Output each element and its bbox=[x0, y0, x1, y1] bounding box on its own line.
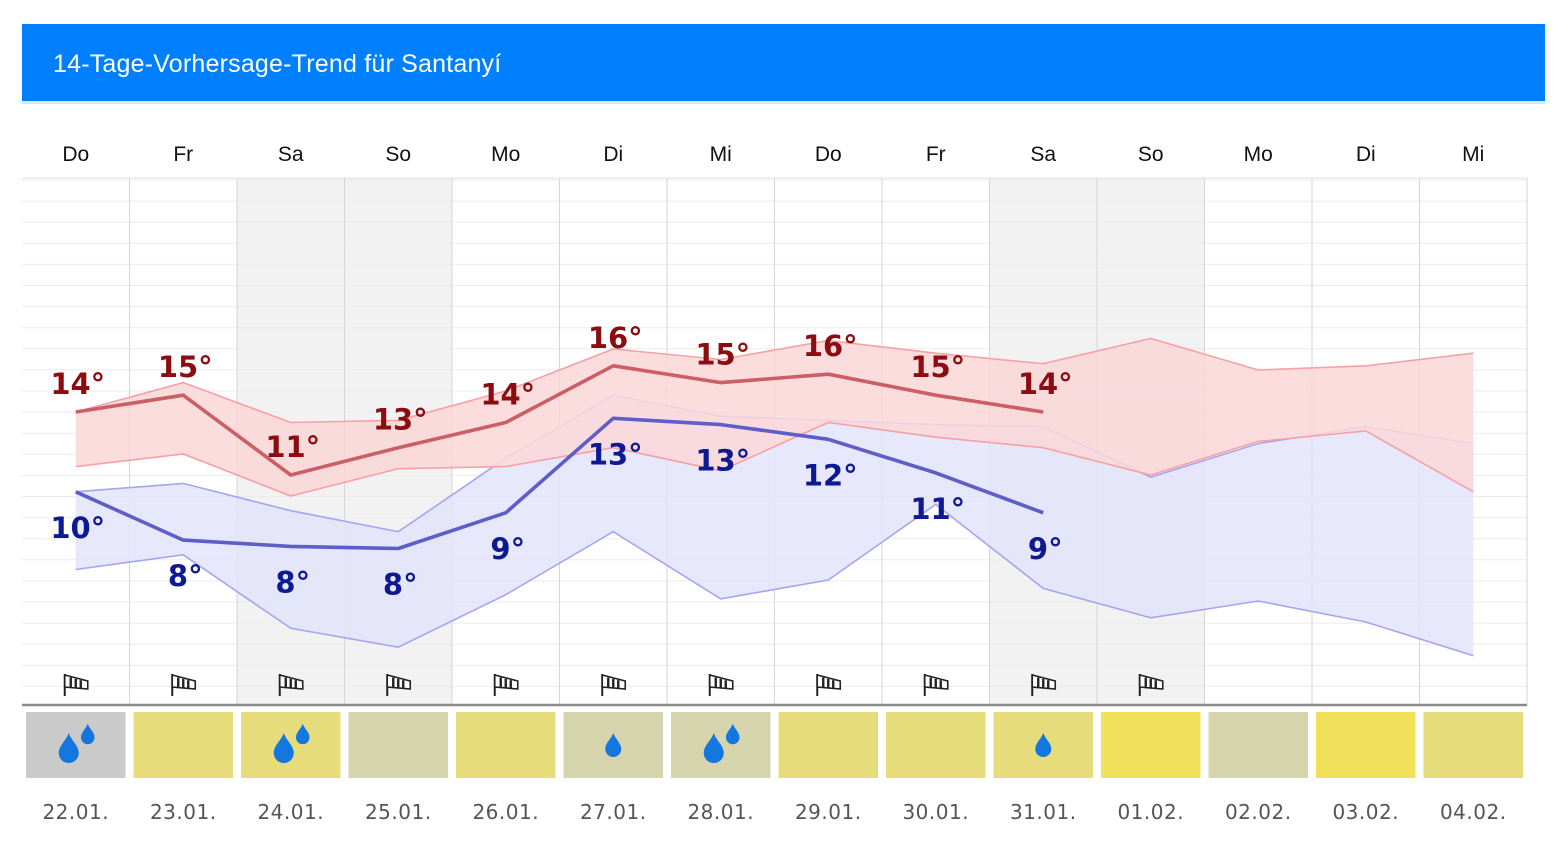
min-band-lower-edge bbox=[75, 503, 1474, 657]
date-label: 04.02. bbox=[1440, 800, 1507, 824]
min-temp-label: 9° bbox=[490, 532, 525, 566]
windsock-icon bbox=[171, 673, 197, 696]
raindrop-icon bbox=[295, 723, 310, 745]
date-label: 22.01. bbox=[42, 800, 109, 824]
temperature-bands bbox=[75, 337, 1474, 657]
min-temp-label: 12° bbox=[803, 458, 858, 492]
day-label: Di bbox=[603, 143, 623, 166]
day-label: Mi bbox=[710, 143, 732, 166]
precip-cell bbox=[348, 712, 448, 778]
windsock-icon bbox=[923, 673, 949, 696]
day-label: So bbox=[385, 143, 411, 166]
date-label: 30.01. bbox=[902, 800, 969, 824]
max-temp-label: 16° bbox=[803, 329, 858, 363]
windsock-icon bbox=[493, 673, 519, 696]
windsock-icon bbox=[708, 673, 734, 696]
windsock-icon bbox=[63, 673, 89, 696]
min-temp-label: 11° bbox=[910, 492, 965, 526]
date-label: 31.01. bbox=[1010, 800, 1077, 824]
windsock-icon bbox=[1138, 673, 1164, 696]
raindrop-icon bbox=[1035, 733, 1052, 757]
date-label: 01.02. bbox=[1117, 800, 1184, 824]
day-label: Mo bbox=[491, 143, 520, 166]
min-temp-label: 8° bbox=[275, 565, 310, 599]
min-temp-label: 10° bbox=[50, 511, 105, 545]
raindrop-icon bbox=[703, 733, 724, 763]
max-temp-label: 13° bbox=[373, 403, 428, 437]
raindrop-icon bbox=[725, 723, 740, 745]
temperature-lines bbox=[75, 363, 1044, 551]
max-temp-label: 15° bbox=[695, 338, 750, 372]
precip-cell bbox=[456, 712, 556, 778]
raindrop-icon bbox=[80, 723, 95, 745]
day-label: Fr bbox=[926, 143, 946, 166]
day-label: Sa bbox=[278, 143, 304, 166]
min-temp-label: 13° bbox=[695, 444, 750, 478]
max-temp-label: 16° bbox=[588, 321, 643, 355]
precip-cell bbox=[1423, 712, 1523, 778]
date-label: 27.01. bbox=[580, 800, 647, 824]
precip-cell bbox=[1316, 712, 1416, 778]
min-temp-label: 8° bbox=[168, 559, 203, 593]
date-label: 03.02. bbox=[1332, 800, 1399, 824]
precip-cell bbox=[133, 712, 233, 778]
min-band bbox=[75, 395, 1474, 656]
day-label: Sa bbox=[1030, 143, 1056, 166]
forecast-title: 14-Tage-Vorhersage-Trend für Santanyí bbox=[53, 50, 502, 78]
max-band bbox=[75, 338, 1474, 496]
max-temp-label: 14° bbox=[480, 378, 535, 412]
date-label: 28.01. bbox=[687, 800, 754, 824]
max-temp-label: 15° bbox=[158, 350, 213, 384]
max-temperature-line bbox=[75, 363, 1044, 477]
day-label: Fr bbox=[173, 143, 193, 166]
max-band-lower-edge bbox=[75, 421, 1474, 497]
day-label: So bbox=[1138, 143, 1164, 166]
wind-icons bbox=[63, 673, 1164, 696]
min-temp-label: 13° bbox=[588, 437, 643, 471]
min-temperature-line bbox=[75, 416, 1044, 551]
day-label: Do bbox=[62, 143, 89, 166]
min-temp-label: 8° bbox=[383, 568, 418, 602]
max-temp-label: 14° bbox=[1018, 367, 1073, 401]
day-label: Di bbox=[1356, 143, 1376, 166]
temperature-labels: 14° 15° 11° 13° 14° 16° 15° 16° 15° 14° 10° 8° 8° 8° 9… bbox=[50, 321, 1072, 602]
raindrop-icon bbox=[273, 733, 294, 763]
date-labels: 22.01. 23.01. 24.01. 25.01. 26.01. 27.01. 28.0… bbox=[42, 800, 1506, 824]
date-label: 02.02. bbox=[1225, 800, 1292, 824]
forecast-header: 14-Tage-Vorhersage-Trend für Santanyí bbox=[22, 24, 1545, 104]
precip-cell bbox=[886, 712, 986, 778]
date-label: 29.01. bbox=[795, 800, 862, 824]
precipitation-row bbox=[26, 712, 1523, 778]
precip-cell bbox=[1208, 712, 1308, 778]
max-temp-label: 15° bbox=[910, 350, 965, 384]
min-temp-label: 9° bbox=[1028, 532, 1063, 566]
windsock-icon bbox=[278, 673, 304, 696]
max-temp-label: 11° bbox=[265, 430, 320, 464]
day-label: Mo bbox=[1244, 143, 1273, 166]
day-label: Mi bbox=[1462, 143, 1484, 166]
precip-cell bbox=[778, 712, 878, 778]
max-temp-label: 14° bbox=[50, 367, 105, 401]
windsock-icon bbox=[601, 673, 627, 696]
windsock-icon bbox=[386, 673, 412, 696]
date-label: 24.01. bbox=[257, 800, 324, 824]
raindrop-icon bbox=[58, 733, 79, 763]
windsock-icon bbox=[1031, 673, 1057, 696]
date-label: 25.01. bbox=[365, 800, 432, 824]
precip-cell bbox=[1101, 712, 1201, 778]
date-label: 23.01. bbox=[150, 800, 217, 824]
raindrop-icon bbox=[605, 733, 622, 757]
windsock-icon bbox=[816, 673, 842, 696]
date-label: 26.01. bbox=[472, 800, 539, 824]
day-label: Do bbox=[815, 143, 842, 166]
max-band-upper-edge bbox=[75, 337, 1474, 424]
day-labels: Do Fr Sa So Mo Di Mi Do Fr Sa So Mo Di Mi bbox=[62, 143, 1484, 166]
